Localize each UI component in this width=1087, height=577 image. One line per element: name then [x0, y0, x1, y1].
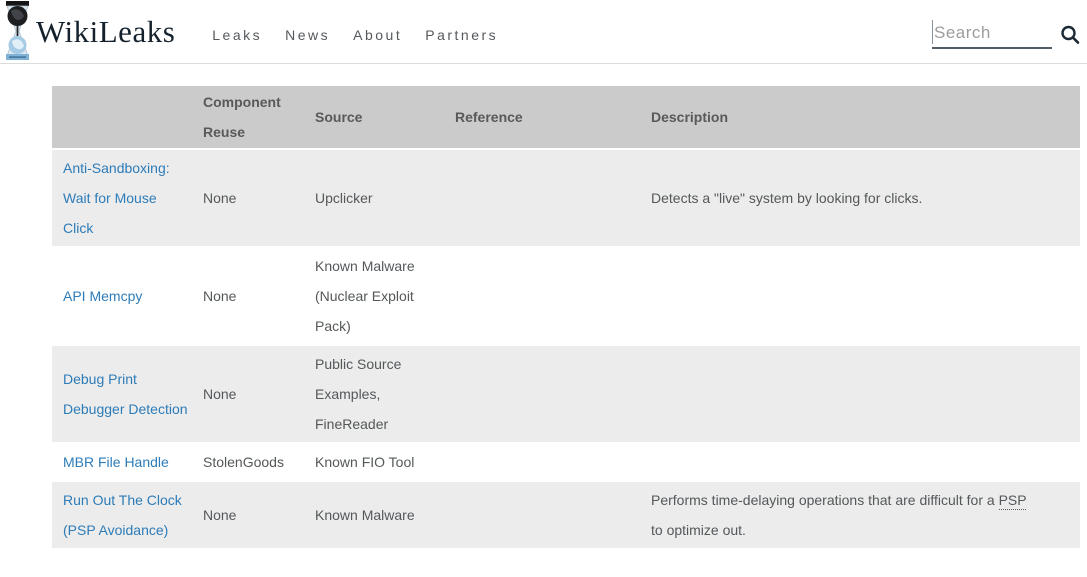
nav-item-partners[interactable]: Partners — [425, 26, 499, 43]
main-nav: Leaks News About Partners — [212, 27, 521, 43]
technique-link[interactable]: Debug Print Debugger Detection — [63, 371, 188, 417]
source-cell: Known FIO Tool — [315, 454, 415, 470]
description-cell — [640, 247, 1080, 345]
technique-name-cell: Debug Print Debugger Detection — [52, 345, 192, 443]
reference-cell — [444, 149, 640, 247]
column-header-source: Source — [315, 109, 363, 125]
technique-name-cell: API Memcpy — [52, 247, 192, 345]
table-row: Debug Print Debugger Detection None Public… — [52, 345, 1080, 443]
table-row: Anti-Sandboxing: Wait for Mouse Click Non… — [52, 149, 1080, 247]
search-icon[interactable] — [1059, 24, 1081, 46]
source-cell: Public Source Examples, FineReader — [315, 356, 402, 432]
techniques-table: Component Reuse Source Reference Descrip… — [52, 86, 1080, 548]
component-reuse-cell: None — [203, 386, 237, 402]
site-header: WikiLeaks Leaks News About Partners — [0, 0, 1087, 64]
technique-name-cell: Anti-Sandboxing: Wait for Mouse Click — [52, 149, 192, 247]
component-reuse-cell: None — [203, 190, 237, 206]
component-reuse-cell: None — [203, 288, 237, 304]
technique-name-cell: MBR File Handle — [52, 443, 192, 481]
brand-title[interactable]: WikiLeaks — [36, 13, 176, 49]
table-header-row: Component Reuse Source Reference Descrip… — [52, 86, 1080, 149]
table-row: API Memcpy None Known Malware (Nuclear Exp… — [52, 247, 1080, 345]
source-cell: Known Malware (Nuclear Exploit Pack) — [315, 258, 415, 334]
technique-name-cell: Run Out The Clock (PSP Avoidance) — [52, 481, 192, 548]
technique-link[interactable]: Run Out The Clock (PSP Avoidance) — [63, 492, 182, 538]
reference-cell — [444, 247, 640, 345]
search-input[interactable] — [932, 20, 1052, 49]
nav-item-news[interactable]: News — [285, 26, 331, 43]
technique-link[interactable]: API Memcpy — [63, 288, 143, 304]
description-cell: Detects a "live" system by looking for c… — [651, 190, 923, 206]
text-caret — [932, 19, 933, 44]
technique-link[interactable]: MBR File Handle — [63, 454, 169, 470]
source-cell: Upclicker — [315, 190, 373, 206]
description-cell — [640, 443, 1080, 481]
abbreviation-term: PSP — [998, 492, 1027, 510]
column-header-reference: Reference — [455, 109, 523, 125]
table-body: Anti-Sandboxing: Wait for Mouse Click Non… — [52, 149, 1080, 548]
column-header-component-reuse: Component Reuse — [203, 94, 281, 140]
column-header-name — [52, 86, 192, 149]
technique-link[interactable]: Anti-Sandboxing: Wait for Mouse Click — [63, 160, 170, 236]
source-cell: Known Malware — [315, 507, 415, 523]
reference-cell — [444, 443, 640, 481]
wikileaks-hourglass-logo[interactable] — [3, 1, 32, 61]
nav-item-leaks[interactable]: Leaks — [212, 26, 263, 43]
description-cell: Performs time-delaying operations that a… — [651, 492, 1027, 538]
component-reuse-cell: StolenGoods — [203, 454, 284, 470]
reference-cell — [444, 481, 640, 548]
table-row: Run Out The Clock (PSP Avoidance) None Kno… — [52, 481, 1080, 548]
table-row: MBR File Handle StolenGoods Known FIO Tool — [52, 443, 1080, 481]
component-reuse-cell: None — [203, 507, 237, 523]
nav-item-about[interactable]: About — [353, 26, 403, 43]
description-cell — [640, 345, 1080, 443]
reference-cell — [444, 345, 640, 443]
column-header-description: Description — [651, 109, 729, 125]
search-area — [932, 19, 1081, 49]
